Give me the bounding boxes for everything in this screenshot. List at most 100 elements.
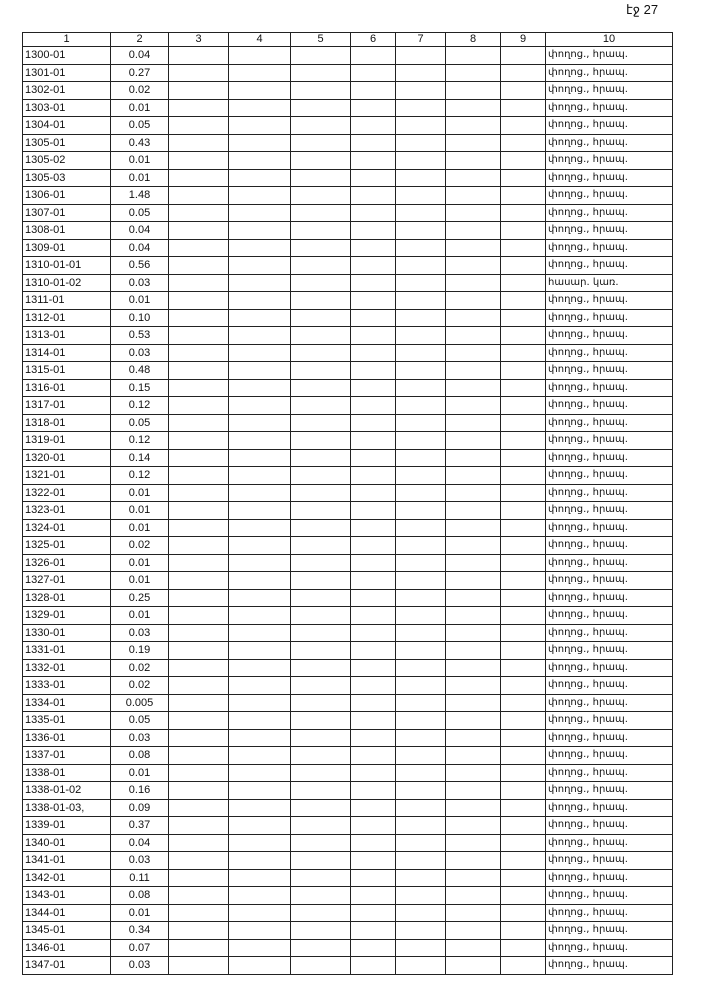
empty-cell [290,588,351,607]
land-use: փողոց., հրապ. [545,483,673,502]
empty-cell [395,291,446,310]
parcel-code: 1311-01 [22,291,111,310]
page-number: էջ 27 [626,2,659,17]
parcel-code: 1303-01 [22,98,111,117]
parcel-code: 1310-01-02 [22,273,111,292]
empty-cell [500,256,546,275]
land-use: փողոց., հրապ. [545,903,673,922]
land-use: փողոց., հրապ. [545,343,673,362]
empty-cell [350,553,396,572]
column-header-4: 4 [228,32,291,47]
land-use: փողոց., հրապ. [545,413,673,432]
empty-cell [395,956,446,975]
table-row: 1338-01-02 0.16 փողոց., հրապ. [22,781,673,800]
empty-cell [350,46,396,65]
empty-cell [228,361,291,380]
empty-cell [350,361,396,380]
parcel-code: 1336-01 [22,728,111,747]
empty-cell [228,588,291,607]
land-use: փողոց., հրապ. [545,623,673,642]
empty-cell [290,728,351,747]
empty-cell [445,238,501,257]
land-use: փողոց., հրապ. [545,816,673,835]
empty-cell [500,956,546,975]
empty-cell [445,693,501,712]
area-value: 0.11 [110,868,169,887]
empty-cell [168,186,229,205]
empty-cell [445,816,501,835]
empty-cell [395,676,446,695]
empty-cell [445,221,501,240]
empty-cell [168,483,229,502]
empty-cell [500,326,546,345]
empty-cell [228,676,291,695]
empty-cell [168,693,229,712]
table-row: 1336-01 0.03 փողոց., հրապ. [22,728,673,747]
empty-cell [500,518,546,537]
empty-cell [445,133,501,152]
empty-cell [350,658,396,677]
empty-cell [168,956,229,975]
land-use: փողոց., հրապ. [545,116,673,135]
table-row: 1326-01 0.01 փողոց., հրապ. [22,553,673,572]
empty-cell [290,903,351,922]
empty-cell [445,606,501,625]
empty-cell [395,833,446,852]
table-row: 1323-01 0.01 փողոց., հրապ. [22,501,673,520]
parcel-code: 1320-01 [22,448,111,467]
column-header-3: 3 [168,32,229,47]
empty-cell [395,308,446,327]
empty-cell [290,151,351,170]
empty-cell [350,781,396,800]
parcel-code: 1343-01 [22,886,111,905]
parcel-code: 1325-01 [22,536,111,555]
empty-cell [500,921,546,940]
empty-cell [445,186,501,205]
area-value: 0.04 [110,221,169,240]
land-use: փողոց., հրապ. [545,956,673,975]
land-use: փողոց., հրապ. [545,151,673,170]
empty-cell [500,413,546,432]
empty-cell [228,763,291,782]
table-row: 1301-01 0.27 փողոց., հրապ. [22,63,673,82]
empty-cell [168,886,229,905]
empty-cell [168,151,229,170]
empty-cell [290,378,351,397]
empty-cell [445,728,501,747]
empty-cell [290,536,351,555]
empty-cell [350,378,396,397]
empty-cell [168,63,229,82]
empty-cell [290,763,351,782]
table-row: 1339-01 0.37 փողոց., հրապ. [22,816,673,835]
parcel-code: 1305-01 [22,133,111,152]
empty-cell [168,798,229,817]
empty-cell [228,816,291,835]
empty-cell [500,868,546,887]
empty-cell [290,851,351,870]
area-value: 0.04 [110,238,169,257]
empty-cell [228,396,291,415]
empty-cell [290,483,351,502]
empty-cell [395,378,446,397]
column-header-8: 8 [445,32,501,47]
empty-cell [500,431,546,450]
empty-cell [350,956,396,975]
empty-cell [290,676,351,695]
empty-cell [228,448,291,467]
empty-cell [168,868,229,887]
empty-cell [395,693,446,712]
empty-cell [445,256,501,275]
empty-cell [228,168,291,187]
parcel-code: 1310-01-01 [22,256,111,275]
area-value: 0.16 [110,781,169,800]
empty-cell [445,326,501,345]
empty-cell [350,623,396,642]
column-header-1: 1 [22,32,111,47]
empty-cell [290,256,351,275]
empty-cell [168,903,229,922]
empty-cell [228,798,291,817]
area-value: 0.09 [110,798,169,817]
empty-cell [290,308,351,327]
empty-cell [168,203,229,222]
area-value: 0.10 [110,308,169,327]
